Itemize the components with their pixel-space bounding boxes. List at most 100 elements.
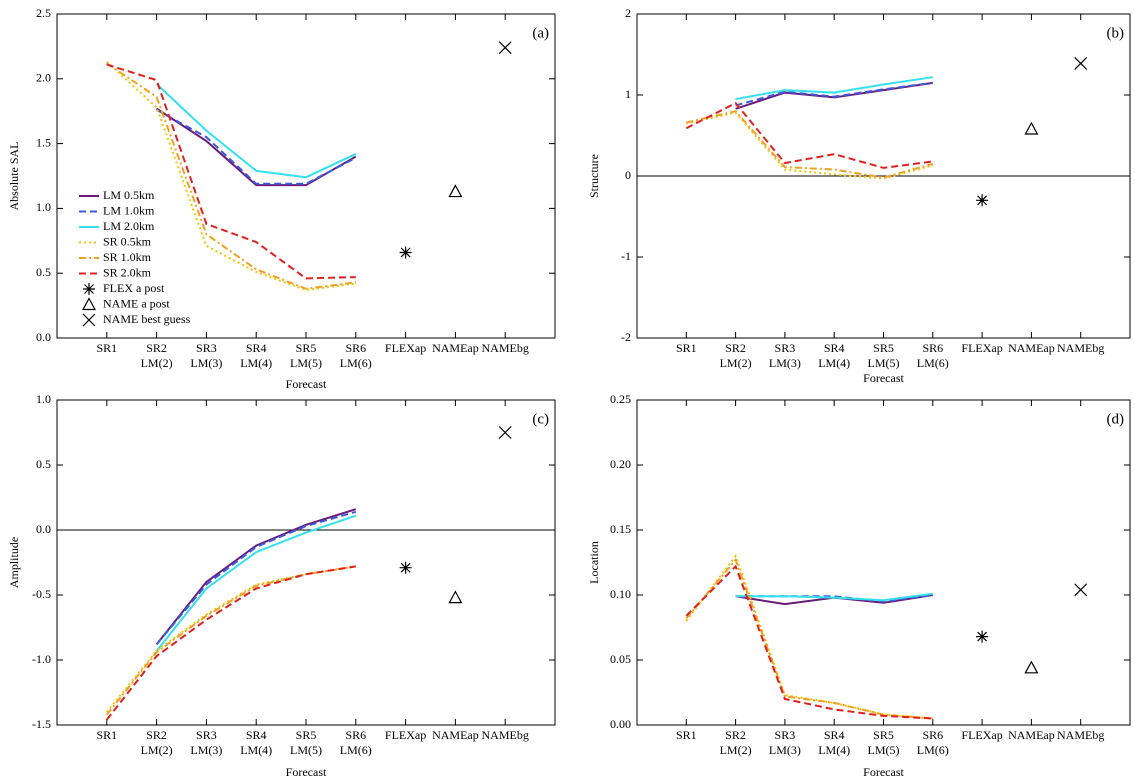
y-tick-label: 2 — [625, 6, 631, 20]
y-axis-label: Structure — [587, 154, 601, 198]
x-tick-label: SR4 — [824, 341, 845, 355]
x-tick-label: NAMEap — [1008, 341, 1055, 355]
series-line — [155, 508, 357, 646]
series-line — [156, 107, 357, 187]
x-tick-label: LM(3) — [769, 743, 801, 757]
y-tick-label: 1.0 — [36, 392, 51, 406]
y-tick-label: 0.25 — [610, 392, 631, 406]
legend-marker — [82, 313, 96, 327]
marker — [399, 246, 412, 259]
series-line — [685, 101, 933, 169]
series-line — [155, 510, 357, 646]
plot-frame — [56, 399, 556, 726]
y-tick-label: 0.15 — [610, 522, 631, 536]
x-tick-label: SR2 — [146, 728, 167, 742]
x-tick-label: LM(4) — [240, 356, 272, 370]
y-tick-label: 0.0 — [36, 522, 51, 536]
series-line — [155, 514, 357, 652]
series-line — [106, 565, 356, 716]
marker — [448, 184, 463, 198]
x-tick-label: SR1 — [676, 728, 697, 742]
x-tick-label: LM(5) — [290, 356, 322, 370]
x-tick-label: SR5 — [296, 341, 317, 355]
marker — [399, 561, 412, 574]
series-line — [686, 111, 934, 180]
marker — [1024, 660, 1039, 674]
y-tick-label: -1.5 — [32, 717, 51, 731]
x-tick-label: LM(3) — [190, 743, 222, 757]
y-tick-label: 1 — [625, 87, 631, 101]
x-tick-label: SR6 — [345, 728, 366, 742]
x-tick-label: SR5 — [873, 341, 894, 355]
x-tick-label: NAMEap — [432, 341, 479, 355]
panel-label: (c) — [532, 411, 549, 427]
x-tick-label: LM(6) — [340, 743, 372, 757]
marker — [1074, 583, 1088, 597]
x-tick-label: SR1 — [96, 341, 117, 355]
series-line — [685, 553, 933, 720]
y-tick-label: 1.5 — [36, 135, 51, 149]
x-tick-label: SR3 — [775, 341, 796, 355]
series-line — [106, 565, 356, 721]
x-tick-label: NAMEap — [1008, 728, 1055, 742]
x-tick-label: LM(2) — [141, 356, 173, 370]
x-tick-label: NAMEbg — [1057, 341, 1104, 355]
x-tick-label: NAMEbg — [482, 728, 529, 742]
x-tick-label: SR1 — [96, 728, 117, 742]
legend-label: SR 1.0km — [103, 250, 152, 264]
x-tick-label: SR5 — [296, 728, 317, 742]
x-tick-label: LM(6) — [340, 356, 372, 370]
x-tick-label: SR4 — [246, 341, 267, 355]
x-tick-label: LM(6) — [917, 356, 949, 370]
series-line — [735, 81, 933, 107]
x-tick-label: LM(3) — [190, 356, 222, 370]
panel-label: (b) — [1107, 25, 1125, 41]
x-tick-label: SR6 — [922, 728, 943, 742]
x-tick-label: FLEXap — [961, 341, 1002, 355]
y-tick-label: 0.5 — [36, 265, 51, 279]
x-tick-label: LM(4) — [240, 743, 272, 757]
x-tick-label: SR6 — [922, 341, 943, 355]
legend-marker — [81, 297, 97, 311]
marker — [976, 630, 989, 643]
y-tick-label: 0.20 — [610, 457, 631, 471]
y-axis-label: Absolute SAL — [7, 142, 21, 211]
series-line — [106, 565, 356, 713]
y-tick-label: 0.0 — [36, 330, 51, 344]
x-tick-label: NAMEap — [432, 728, 479, 742]
y-tick-label: 2.0 — [36, 71, 51, 85]
y-axis-label: Location — [587, 541, 601, 584]
x-tick-label: SR3 — [196, 728, 217, 742]
y-tick-label: 0.05 — [610, 652, 631, 666]
y-tick-label: -0.5 — [32, 587, 51, 601]
plot-frame — [636, 399, 1131, 726]
legend-marker — [83, 283, 95, 295]
y-tick-label: -1.0 — [32, 652, 51, 666]
series-line — [156, 109, 357, 185]
marker — [448, 590, 463, 604]
series-line — [155, 83, 357, 179]
panel-label: (d) — [1107, 411, 1125, 427]
panel-label: (a) — [532, 25, 549, 41]
marker — [498, 426, 512, 439]
x-tick-label: LM(2) — [720, 356, 752, 370]
y-axis-label: Amplitude — [7, 537, 21, 588]
y-tick-label: 0.5 — [36, 457, 51, 471]
x-axis-label: Forecast — [286, 377, 327, 391]
y-tick-label: 0 — [625, 168, 631, 182]
x-tick-label: FLEXap — [385, 341, 426, 355]
series-line — [735, 76, 933, 101]
y-tick-label: -2 — [621, 330, 631, 344]
marker — [498, 41, 512, 55]
x-axis-label: Forecast — [286, 765, 327, 779]
legend-label: NAME a post — [103, 296, 170, 310]
x-tick-label: LM(3) — [769, 356, 801, 370]
x-tick-label: SR5 — [873, 728, 894, 742]
x-tick-label: LM(5) — [868, 356, 900, 370]
legend-label: LM 1.0km — [103, 203, 155, 217]
x-tick-label: LM(6) — [917, 743, 949, 757]
